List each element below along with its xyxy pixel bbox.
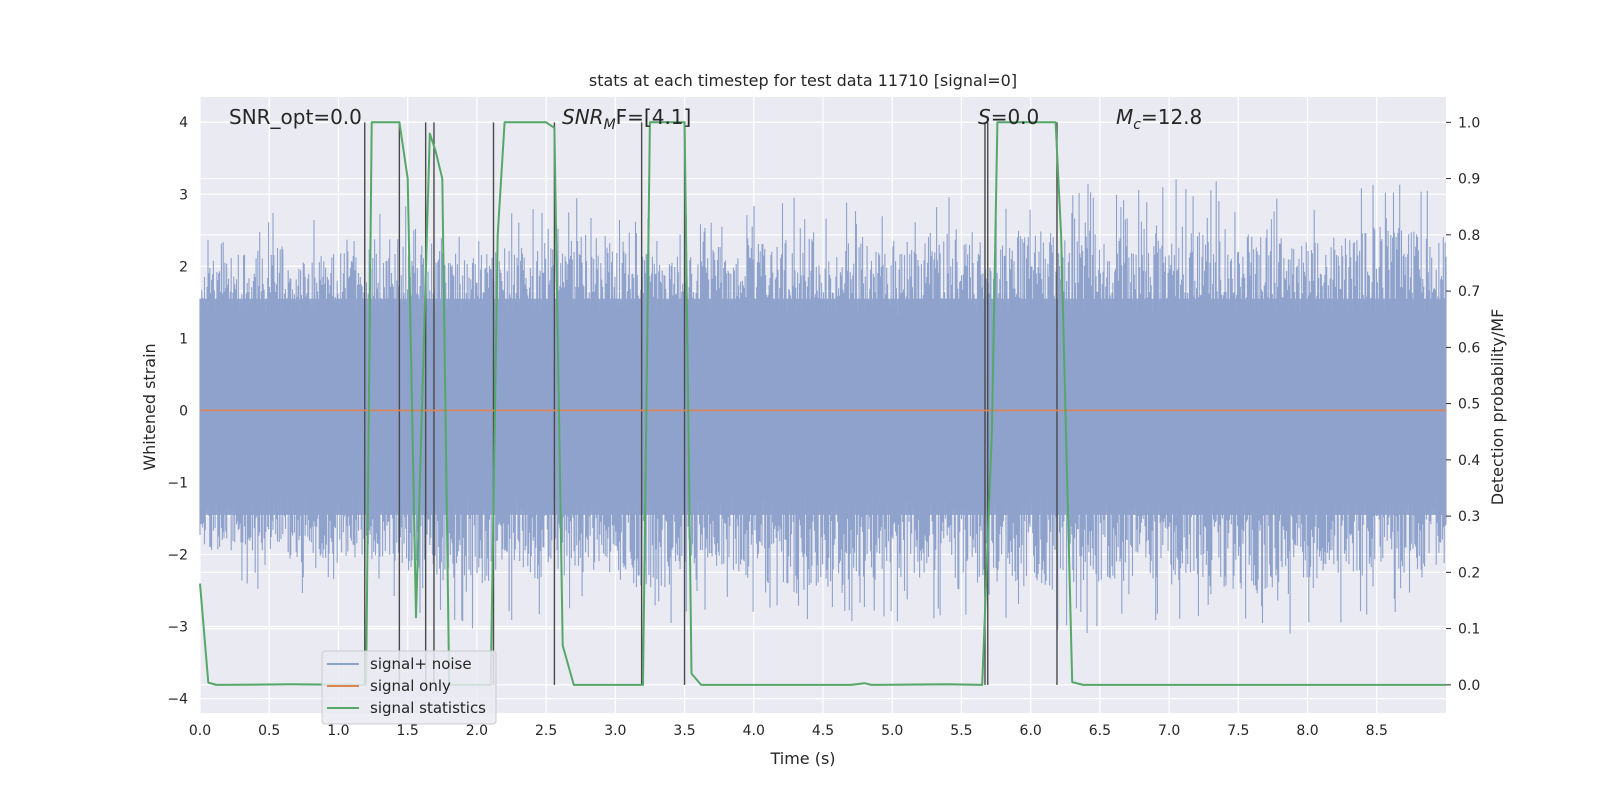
y-tick-label-right: 0.5 — [1458, 397, 1480, 413]
y-tick-label-right: 0.0 — [1458, 678, 1480, 694]
y-tick-label-left: 0 — [179, 403, 188, 419]
legend-box — [321, 650, 497, 725]
legend-label-signal-only: signal only — [370, 677, 451, 695]
y-tick-label-left: −2 — [167, 547, 188, 563]
signal-noise-series — [199, 179, 1447, 634]
x-tick-label: 2.5 — [535, 723, 557, 739]
y-tick-label-left: 1 — [179, 331, 188, 347]
legend-label-signal-noise: signal+ noise — [370, 655, 472, 673]
x-axis-label: Time (s) — [769, 749, 835, 768]
x-tick-label: 2.0 — [466, 723, 488, 739]
y-tick-label-right: 0.9 — [1458, 172, 1480, 188]
x-tick-label: 3.0 — [604, 723, 626, 739]
s-rest: =0.0 — [991, 105, 1040, 129]
y-axis-label-right: Detection probability/MF — [1488, 309, 1507, 506]
x-tick-label: 4.0 — [743, 723, 765, 739]
y-tick-label-left: −3 — [167, 620, 188, 636]
y-tick-label-right: 0.3 — [1458, 509, 1480, 525]
annotation-snr-opt: SNR_opt=0.0 — [229, 105, 362, 129]
y-tick-label-right: 0.4 — [1458, 453, 1480, 469]
y-tick-label-right: 0.2 — [1458, 565, 1480, 581]
x-tick-label: 5.0 — [881, 723, 903, 739]
mc-rest: =12.8 — [1141, 105, 1202, 129]
annotation-s: S=0.0 — [978, 105, 1039, 129]
y-tick-label-left: 4 — [179, 115, 188, 131]
vertical-markers — [364, 122, 1058, 685]
x-tick-label: 4.5 — [812, 723, 834, 739]
s-italic: S — [978, 105, 991, 129]
x-tick-label: 0.0 — [189, 723, 211, 739]
x-tick-label: 3.5 — [673, 723, 695, 739]
x-tick-label: 1.0 — [327, 723, 349, 739]
x-tick-label: 6.5 — [1089, 723, 1111, 739]
snr-mf-rest: F=[4.1] — [616, 105, 692, 129]
annotation-mc: Mc=12.8 — [1116, 105, 1202, 133]
x-tick-label: 1.5 — [397, 723, 419, 739]
y-tick-label-left: −4 — [167, 692, 188, 708]
snr-mf-sub: M — [604, 117, 616, 133]
annotation-snr-mf: SNRMF=[4.1] — [562, 105, 691, 133]
x-tick-label: 5.5 — [950, 723, 972, 739]
tick-labels: 0.0 0.5 1.0 1.5 2.0 2.5 3.0 3.5 4.0 4.5 5.0 5.5 6.0 6… — [167, 115, 1480, 739]
x-tick-label: 6.0 — [1020, 723, 1042, 739]
y-tick-label-right: 0.1 — [1458, 622, 1480, 638]
legend: signal+ noise signal only signal statist… — [321, 650, 497, 725]
x-tick-label: 8.0 — [1296, 723, 1318, 739]
x-tick-label: 8.5 — [1366, 723, 1388, 739]
y-tick-label-right: 0.7 — [1458, 284, 1480, 300]
chart-title: stats at each timestep for test data 117… — [589, 71, 1017, 90]
signal-statistics-series — [199, 121, 1446, 686]
y-tick-label-left: 3 — [179, 187, 188, 203]
mc-sub: c — [1133, 117, 1141, 133]
y-tick-label-left: 2 — [179, 259, 188, 275]
mc-main: M — [1116, 105, 1133, 129]
y-tick-label-left: −1 — [167, 475, 188, 491]
snr-mf-main: SNR — [562, 105, 604, 129]
legend-label-signal-statistics: signal statistics — [370, 699, 486, 717]
noise-trace — [199, 179, 1447, 634]
x-tick-label: 0.5 — [258, 723, 280, 739]
y-tick-label-right: 0.6 — [1458, 340, 1480, 356]
y-tick-label-right: 1.0 — [1458, 115, 1480, 131]
x-tick-label: 7.0 — [1158, 723, 1180, 739]
signal-statistics-line — [199, 121, 1446, 686]
y-tick-label-right: 0.8 — [1458, 228, 1480, 244]
y-axis-label-left: Whitened strain — [140, 343, 159, 470]
x-tick-label: 7.5 — [1227, 723, 1249, 739]
